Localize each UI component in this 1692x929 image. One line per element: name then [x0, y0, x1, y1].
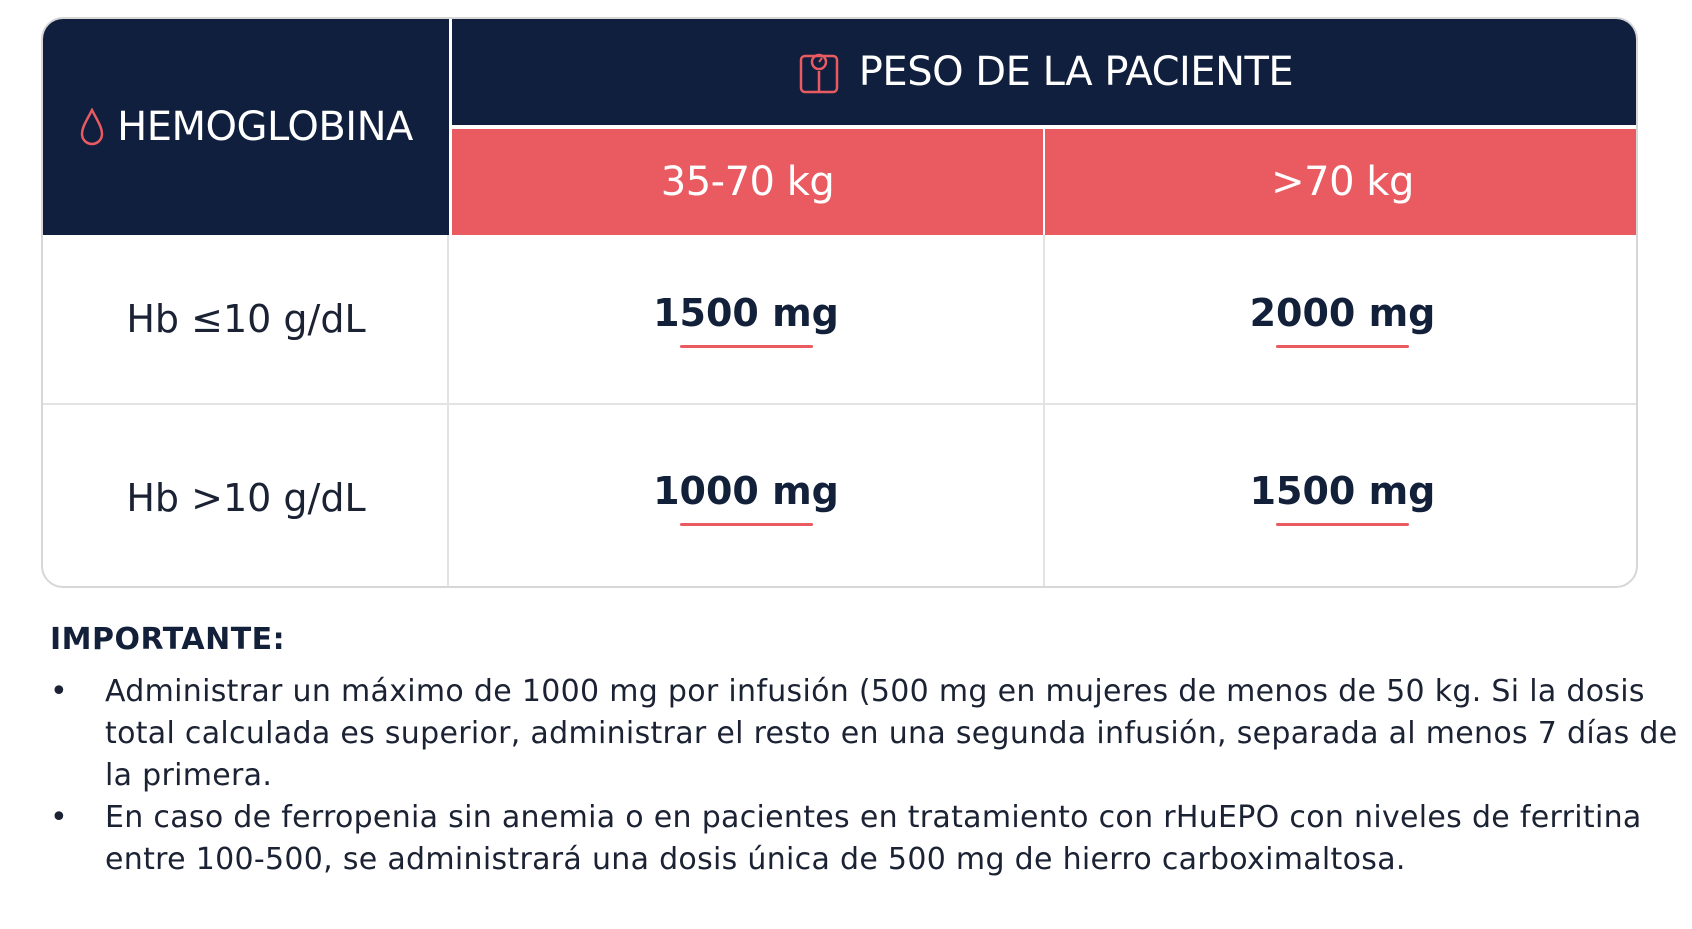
weight-header-label: PESO DE LA PACIENTE — [858, 49, 1294, 95]
list-item: • Administrar un máximo de 1000 mg por i… — [50, 671, 1685, 797]
hemoglobin-header: HEMOGLOBINA — [43, 19, 449, 235]
list-item: • En caso de ferropenia sin anemia o en … — [50, 797, 1685, 881]
row-divider — [43, 403, 1636, 405]
dose-value: 1500 mg — [1249, 469, 1436, 513]
dose-value: 1000 mg — [653, 469, 839, 513]
weight-column-35-70: 35-70 kg — [452, 129, 1043, 235]
header-divider — [449, 19, 452, 235]
bullet-icon: • — [50, 674, 68, 709]
dose-cell: 1500 mg — [1045, 405, 1636, 586]
drop-icon — [80, 108, 104, 146]
notes-title: IMPORTANTE: — [50, 622, 286, 657]
notes-list: • Administrar un máximo de 1000 mg por i… — [50, 671, 1677, 881]
dose-cell: 2000 mg — [1045, 235, 1636, 403]
note-text: En caso de ferropenia sin anemia o en pa… — [105, 800, 1642, 877]
row-label-hb-high: Hb >10 g/dL — [126, 475, 366, 520]
dose-value: 2000 mg — [1249, 290, 1436, 335]
dose-cell: 1000 mg — [449, 405, 1043, 586]
dose-underline — [1276, 523, 1409, 526]
dosage-table: HEMOGLOBINA PESO DE LA PACIENTE 35-70 kg… — [41, 17, 1638, 588]
weight-column-divider — [1043, 129, 1045, 235]
dose-underline — [1276, 344, 1409, 348]
column-divider-2 — [1043, 235, 1045, 586]
bullet-icon: • — [50, 800, 68, 835]
dose-value: 1500 mg — [653, 290, 839, 335]
notes-section: IMPORTANTE: • Administrar un máximo de 1… — [50, 622, 1677, 881]
dose-underline — [679, 344, 813, 348]
row-label-hb-low: Hb ≤10 g/dL — [126, 297, 366, 341]
weight-column-over-70: >70 kg — [1045, 129, 1636, 235]
dose-underline — [679, 523, 813, 526]
scale-icon — [799, 53, 839, 94]
hemoglobin-header-label: HEMOGLOBINA — [117, 104, 413, 150]
dose-cell: 1500 mg — [449, 235, 1043, 403]
header-separator — [452, 125, 1636, 129]
column-divider-1 — [447, 235, 449, 586]
note-text: Administrar un máximo de 1000 mg por inf… — [105, 674, 1678, 793]
weight-header: PESO DE LA PACIENTE — [452, 19, 1636, 125]
